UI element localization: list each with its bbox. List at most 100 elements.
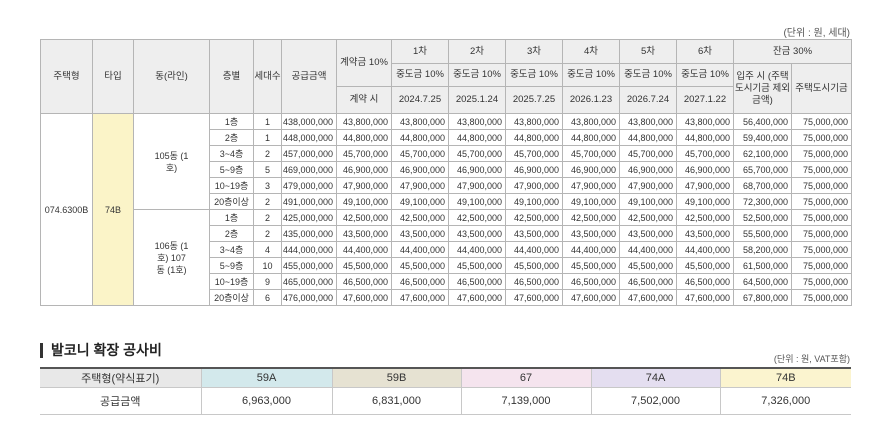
households-cell: 5	[253, 161, 282, 178]
header-mid-label: 중도금 10%	[619, 63, 677, 87]
move-in-cell: 59,400,000	[733, 129, 792, 146]
mid-payment-cell: 46,900,000	[505, 161, 563, 178]
mid-payment-cell: 45,500,000	[676, 257, 734, 274]
contract-cell: 44,800,000	[336, 129, 392, 146]
header-mid-date: 2025.7.25	[505, 86, 563, 114]
table-row: 3~4층 2 457,000,000 45,700,000 45,700,000 45,7…	[41, 145, 853, 162]
mid-payment-cell: 47,600,000	[505, 289, 563, 306]
mid-payment-cell: 47,900,000	[505, 177, 563, 194]
header-contract-when: 계약 시	[336, 86, 392, 114]
fund-cell: 75,000,000	[790, 161, 853, 178]
mid-payment-cell: 44,800,000	[391, 129, 449, 146]
floor-cell: 1층	[209, 113, 254, 130]
fund-cell: 75,000,000	[790, 177, 853, 194]
mid-payment-cell: 47,600,000	[448, 289, 506, 306]
mid-payment-cell: 47,600,000	[676, 289, 734, 306]
header-mid-date: 2024.7.25	[391, 86, 449, 114]
mid-payment-cell: 46,900,000	[448, 161, 506, 178]
balcony-section-title: 발코니 확장 공사비	[40, 343, 162, 358]
balcony-header-label: 주택형(약식표기)	[40, 368, 201, 388]
mid-payment-cell: 43,500,000	[676, 225, 734, 242]
households-cell: 4	[253, 241, 282, 258]
fund-cell: 75,000,000	[790, 289, 853, 306]
header-mid-label: 중도금 10%	[448, 63, 506, 87]
header-households: 세대수	[253, 39, 282, 114]
supply-amount-cell: 476,000,000	[281, 289, 337, 306]
header-mid-label: 중도금 10%	[505, 63, 563, 87]
mid-payment-cell: 44,800,000	[505, 129, 563, 146]
balcony-amount-cell: 6,963,000	[200, 387, 332, 415]
floor-cell: 20층이상	[209, 193, 254, 210]
supply-amount-cell: 455,000,000	[281, 257, 337, 274]
mid-payment-cell: 44,400,000	[619, 241, 677, 258]
mid-payment-cell: 42,500,000	[391, 209, 449, 226]
fund-cell: 75,000,000	[790, 129, 853, 146]
mid-payment-cell: 45,700,000	[391, 145, 449, 162]
mid-payment-cell: 45,700,000	[676, 145, 734, 162]
mid-payment-cell: 43,800,000	[676, 113, 734, 130]
table-row: 3~4층 4 444,000,000 44,400,000 44,400,000 44,4…	[41, 241, 853, 258]
balcony-table-body: 주택형(약식표기) 59A 59B 67 74A 74B 공급금액 6,963,000 6,83…	[40, 368, 851, 415]
supply-amount-cell: 435,000,000	[281, 225, 337, 242]
mid-payment-cell: 43,800,000	[391, 113, 449, 130]
mid-payment-cell: 45,500,000	[619, 257, 677, 274]
contract-cell: 43,500,000	[336, 225, 392, 242]
mid-payment-cell: 47,900,000	[391, 177, 449, 194]
mid-payment-cell: 47,600,000	[619, 289, 677, 306]
supply-amount-cell: 465,000,000	[281, 273, 337, 290]
mid-payment-cell: 43,800,000	[619, 113, 677, 130]
mid-payment-cell: 44,400,000	[391, 241, 449, 258]
mid-payment-cell: 42,500,000	[562, 209, 620, 226]
floor-cell: 1층	[209, 209, 254, 226]
supply-amount-cell: 425,000,000	[281, 209, 337, 226]
mid-payment-cell: 43,800,000	[505, 113, 563, 130]
header-mid-date: 2025.1.24	[448, 86, 506, 114]
header-contract: 계약금 10%	[336, 39, 392, 87]
header-mid-round: 2차	[448, 39, 506, 64]
header-mid-date: 2027.1.22	[676, 86, 734, 114]
contract-cell: 49,100,000	[336, 193, 392, 210]
supply-amount-cell: 469,000,000	[281, 161, 337, 178]
type-cell: 74B	[92, 113, 134, 306]
mid-payment-cell: 46,900,000	[676, 161, 734, 178]
floor-cell: 5~9층	[209, 257, 254, 274]
balcony-unit-label: (단위 : 원, VAT포함)	[773, 354, 850, 364]
fund-cell: 75,000,000	[790, 273, 853, 290]
header-floor: 층별	[209, 39, 254, 114]
header-balance: 잔금 30%	[732, 39, 853, 64]
header-balance-fund: 주택도시기금	[790, 63, 853, 114]
mid-payment-cell: 42,500,000	[505, 209, 563, 226]
contract-cell: 45,500,000	[336, 257, 392, 274]
move-in-cell: 67,800,000	[733, 289, 792, 306]
table-row: 106동 (1호) 107동 (1호) 1층 2 425,000,000 42,500,…	[41, 209, 853, 306]
balcony-type-header: 74B	[719, 368, 851, 388]
balcony-type-header: 67	[460, 368, 591, 388]
building-cell: 105동 (1호)	[133, 113, 210, 210]
mid-payment-cell: 46,500,000	[505, 273, 563, 290]
mid-payment-cell: 47,900,000	[619, 177, 677, 194]
mid-payment-cell: 42,500,000	[676, 209, 734, 226]
move-in-cell: 64,500,000	[733, 273, 792, 290]
floor-cell: 10~19층	[209, 273, 254, 290]
table-row: 2층 1 448,000,000 44,800,000 44,800,000 44,800…	[41, 129, 853, 146]
mid-payment-cell: 47,600,000	[562, 289, 620, 306]
header-mid-date: 2026.1.23	[562, 86, 620, 114]
header-mid-date: 2026.7.24	[619, 86, 677, 114]
mid-payment-cell: 42,500,000	[448, 209, 506, 226]
mid-payment-cell: 49,100,000	[676, 193, 734, 210]
mid-payment-cell: 45,700,000	[505, 145, 563, 162]
floor-cell: 20층이상	[209, 289, 254, 306]
header-mid-label: 중도금 10%	[676, 63, 734, 87]
balcony-amount-row: 공급금액 6,963,000 6,831,000 7,139,000 7,502,000…	[40, 387, 851, 415]
header-mid-round: 4차	[562, 39, 620, 64]
balcony-amount-cell: 7,502,000	[590, 387, 720, 415]
header-building: 동(라인)	[133, 39, 210, 114]
mid-payment-cell: 46,500,000	[391, 273, 449, 290]
fund-cell: 75,000,000	[790, 209, 853, 226]
mid-payment-cell: 44,800,000	[448, 129, 506, 146]
move-in-cell: 56,400,000	[733, 113, 792, 130]
move-in-cell: 58,200,000	[733, 241, 792, 258]
balcony-row-label: 공급금액	[40, 387, 201, 415]
mid-payment-cell: 43,500,000	[391, 225, 449, 242]
mid-payment-cell: 46,500,000	[448, 273, 506, 290]
